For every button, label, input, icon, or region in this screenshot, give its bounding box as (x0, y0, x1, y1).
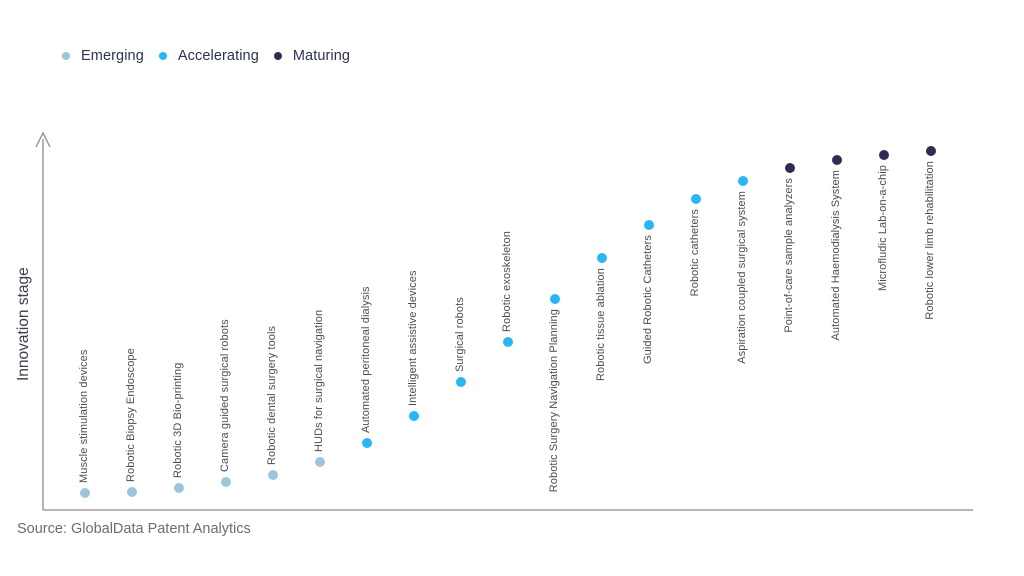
data-point (832, 155, 842, 166)
data-point (268, 469, 278, 480)
data-point-label: Point-of-care sample analyzers (783, 177, 795, 333)
data-point (785, 162, 795, 173)
data-point (926, 146, 936, 157)
legend-label: Emerging (81, 48, 144, 64)
y-axis-arrow-icon (35, 131, 51, 148)
data-point-label: Camera guided surgical robots (219, 319, 231, 473)
data-point (362, 438, 372, 449)
data-point (644, 220, 654, 231)
data-point (503, 336, 513, 347)
source-text: Source: GlobalData Patent Analytics (17, 521, 251, 537)
data-point-label: Robotic lower limb rehabilitation (924, 161, 936, 320)
legend-dot-icon (158, 52, 167, 60)
data-point-label: Robotic 3D Bio-printing (172, 362, 184, 478)
data-point-label: HUDs for surgical navigation (313, 309, 325, 452)
data-point-label: Robotic Surgery Navigation Planning (548, 309, 560, 493)
data-point-label: Robotic dental surgery tools (266, 325, 278, 465)
data-point (691, 194, 701, 205)
data-point-label: Intelligent assistive devices (407, 270, 419, 406)
data-point (879, 149, 889, 160)
data-point-label: Robotic catheters (689, 209, 701, 297)
legend-label: Maturing (292, 48, 351, 64)
data-point-label: Automated peritoneal dialysis (360, 286, 372, 434)
data-point (409, 410, 419, 421)
data-point (221, 477, 231, 488)
data-point-label: Robotic exoskeleton (501, 230, 513, 332)
legend-item-accelerating: Accelerating (158, 48, 259, 64)
data-point (456, 377, 466, 388)
data-point-label: Muscle stimulation devices (78, 349, 90, 484)
data-point (174, 482, 184, 493)
legend-item-maturing: Maturing (273, 48, 351, 64)
data-point (738, 175, 748, 186)
legend: Emerging Accelerating Maturing (62, 48, 350, 64)
data-point (550, 294, 560, 305)
legend-label: Accelerating (177, 48, 259, 64)
data-point-label: Robotic tissue ablation (595, 268, 607, 382)
data-point-label: Guided Robotic Catheters (642, 235, 654, 365)
data-point (80, 488, 90, 499)
data-point-label: Robotic Biopsy Endoscope (125, 347, 137, 482)
legend-item-emerging: Emerging (62, 48, 144, 64)
data-point (597, 253, 607, 264)
data-point (127, 486, 137, 497)
data-point-label: Automated Haemodialysis System (830, 170, 842, 341)
legend-dot-icon (62, 52, 70, 60)
data-point (315, 456, 325, 467)
legend-dot-icon (273, 52, 282, 60)
data-point-label: Microfludic Lab-on-a-chip (877, 164, 889, 291)
data-point-label: Surgical robots (454, 297, 466, 373)
data-point-label: Aspiration coupled surgical system (736, 190, 748, 364)
